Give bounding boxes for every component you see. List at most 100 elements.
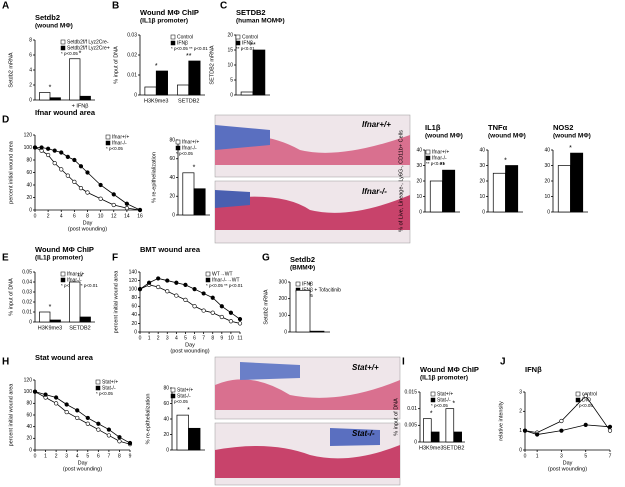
point: [192, 287, 197, 292]
chart-subtitle: (wound MΦ): [488, 133, 526, 140]
point: [72, 157, 77, 163]
significance: **: [250, 42, 256, 49]
legend-note: ** p<0.01: [236, 46, 255, 51]
x-tick-label: H3K9me3: [38, 325, 62, 331]
point: [59, 167, 64, 172]
legend-swatch: [105, 140, 111, 146]
point: [117, 439, 122, 444]
point: [106, 427, 111, 432]
bar: [79, 95, 91, 101]
y-tick-label: 0: [230, 92, 233, 98]
chart-title: Wound MΦ ChIP: [420, 365, 479, 374]
y-tick-label: 4: [29, 67, 32, 73]
point: [64, 402, 69, 407]
y-tick-label: 2: [29, 82, 32, 88]
y-tick-label: 20: [163, 432, 169, 438]
x-tick-label: 4: [60, 213, 63, 219]
x-tick-label: 6: [73, 213, 76, 219]
point: [54, 395, 59, 400]
chart-subtitle: (IL1β promoter): [420, 375, 468, 382]
y-tick-label: 0: [419, 209, 422, 215]
y-tick-label: 40: [163, 416, 169, 422]
bar: [188, 60, 201, 96]
x-tick-label: SETDB2: [69, 325, 90, 331]
point: [124, 201, 129, 206]
legend-swatch: [205, 271, 211, 277]
point: [85, 170, 90, 175]
x-tick-label: 6: [193, 335, 196, 341]
point: [237, 321, 243, 326]
point: [54, 401, 59, 406]
y-tick-label: 20: [26, 195, 32, 201]
x-tick-label: 2: [157, 335, 160, 341]
legend-label: Ifnar-/-: [182, 145, 197, 151]
significance: *: [504, 157, 507, 164]
legend-swatch: [170, 34, 176, 40]
legend-swatch: [170, 387, 176, 393]
point: [210, 295, 215, 300]
bar: [492, 172, 506, 213]
y-tick-label: 0.03: [22, 289, 32, 295]
point: [210, 310, 215, 315]
legend-swatch: [425, 149, 431, 155]
legend-swatch: [430, 391, 436, 397]
x-axis-sublabel: (post wounding): [170, 348, 209, 354]
point: [111, 192, 116, 197]
y-tick-label: 60: [163, 401, 169, 407]
y-tick-label: 8: [29, 37, 32, 43]
y-tick-label: 0: [547, 209, 550, 215]
x-axis-label: Day: [563, 460, 573, 466]
x-tick-label: H3K9me3: [144, 98, 168, 104]
x-tick-label: 0: [139, 335, 142, 341]
chart-subtitle: (wound MΦ): [553, 133, 591, 140]
point: [85, 421, 90, 426]
y-tick-label: 200: [279, 296, 288, 302]
bar: [182, 172, 195, 216]
chart-title: NOS2: [553, 123, 573, 132]
point: [156, 276, 161, 281]
y-tick-label: 100: [129, 286, 138, 292]
point: [65, 173, 70, 178]
y-axis-label: percent initial wound area: [113, 270, 119, 334]
chart: Wound MΦ ChIP(IL1β promoter) % input of D…: [393, 365, 478, 451]
bar: [309, 330, 325, 333]
x-tick-label: 10: [98, 213, 104, 219]
significance: *: [430, 411, 433, 418]
point: [174, 280, 179, 285]
y-tick-label: 0: [519, 447, 522, 453]
panel-label: E: [2, 253, 9, 264]
y-axis-label: % input of DNA: [113, 46, 119, 84]
legend-swatch: [60, 271, 66, 277]
panel-label: I: [402, 357, 405, 368]
significance: **: [440, 162, 446, 169]
legend-label: control: [582, 391, 597, 397]
legend-note: * p<0.05: [431, 403, 448, 408]
x-tick-label: 4: [76, 453, 79, 459]
y-tick-label: 10: [227, 62, 233, 68]
x-tick-label: + IFNβ: [72, 103, 89, 109]
point: [192, 304, 197, 309]
chart-title: SETDB2: [236, 8, 266, 17]
y-tick-label: 20: [169, 194, 175, 200]
chart: Setdb2(BMMΦ) Setdb2 mRNA 0 100 200 300 IFNβIFN…: [263, 255, 341, 335]
y-tick-label: 100: [279, 313, 288, 319]
y-tick-label: 120: [129, 278, 138, 284]
point: [137, 207, 143, 213]
legend-label: Ifnar-/-→WT: [212, 277, 240, 283]
bar: [252, 49, 266, 96]
significance: *: [49, 304, 52, 311]
y-tick-label: 20: [479, 178, 485, 184]
legend-swatch: [175, 139, 181, 145]
y-tick-label: 5: [230, 77, 233, 83]
y-tick-label: 20: [26, 436, 32, 442]
chart-subtitle: (IL1β promoter): [35, 255, 83, 262]
legend-label: WT→WT: [212, 271, 233, 277]
x-tick-label: 0: [34, 213, 37, 219]
bar: [69, 58, 81, 101]
chart: % re-epithelialization 0 20 40 60 80 Stat+/+St…: [145, 385, 205, 453]
legend-note: * p<0.05 ** p<0.01: [206, 283, 243, 288]
significance: *: [569, 145, 572, 152]
legend-label: Ifnar+/+: [112, 134, 129, 140]
point: [32, 389, 38, 394]
bar: [177, 84, 190, 96]
